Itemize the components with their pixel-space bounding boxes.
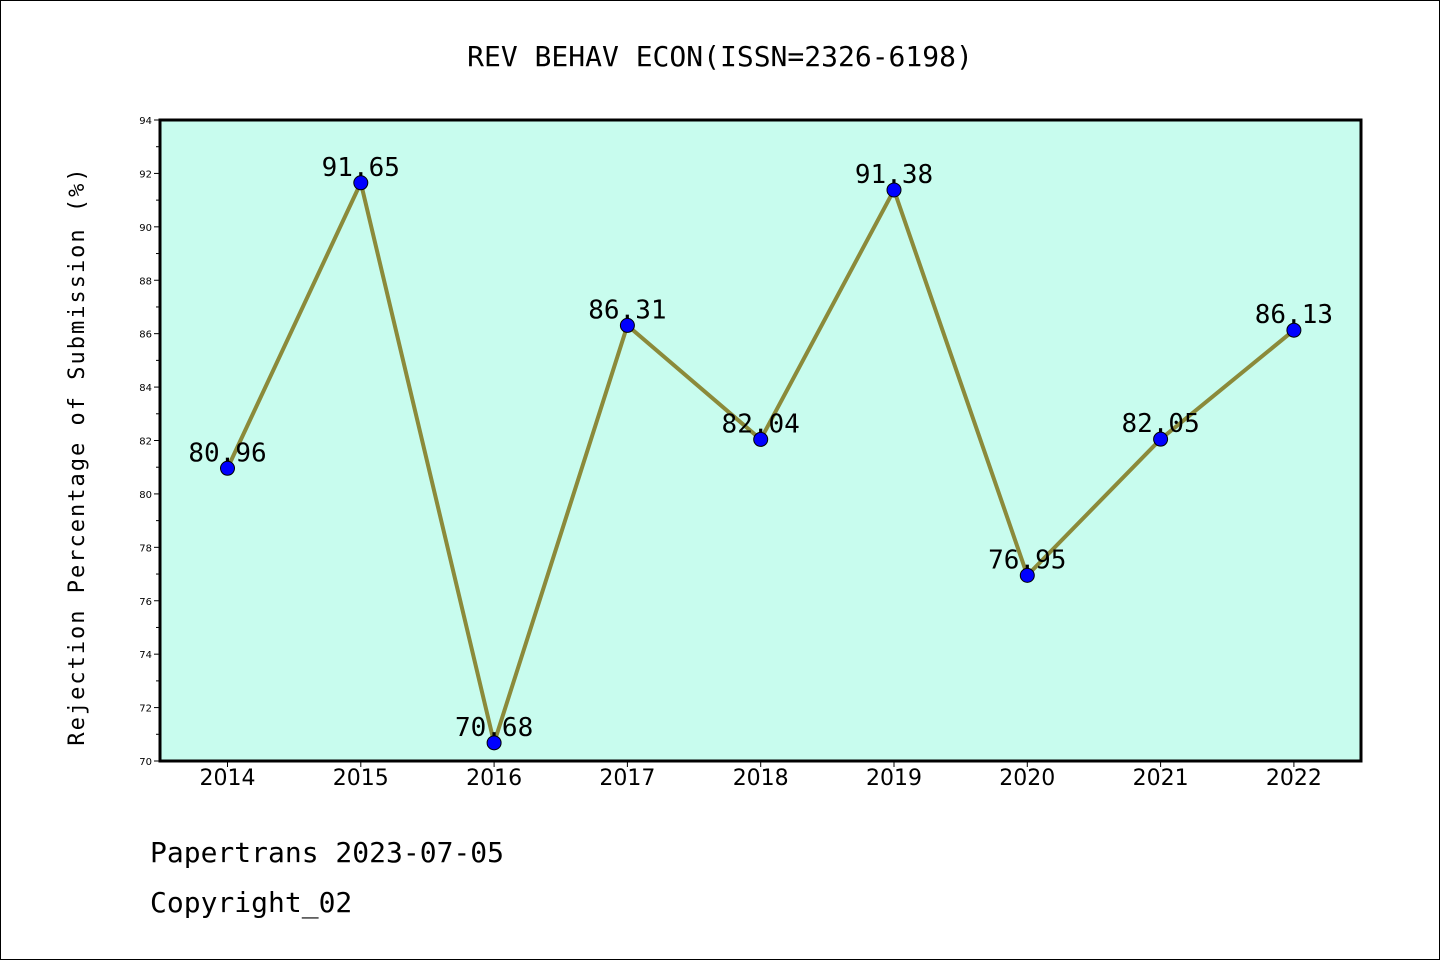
- data-label: 91.38: [855, 160, 933, 190]
- x-tick-label: 2016: [466, 766, 522, 791]
- y-tick-label: 78: [139, 543, 152, 554]
- x-tick-label: 2014: [200, 766, 256, 791]
- x-tick-label: 2015: [333, 766, 389, 791]
- y-tick-label: 76: [139, 597, 152, 608]
- point-labels-group: 80.96 91.65 70.68 86.31 82.04 91.38 76.95 82.05…: [188, 153, 1333, 743]
- y-tick-label: 92: [139, 169, 152, 180]
- y-tick-label: 70: [139, 757, 152, 768]
- data-label: 82.05: [1121, 409, 1199, 439]
- y-tick-label: 84: [139, 383, 152, 394]
- y-tick-label: 72: [139, 704, 152, 715]
- chart-title: REV BEHAV ECON(ISSN=2326-6198): [467, 40, 973, 73]
- y-tick-label: 88: [139, 276, 152, 287]
- data-point: [886, 182, 902, 198]
- data-point: [619, 317, 635, 333]
- data-point: [753, 431, 769, 447]
- data-point: [1019, 567, 1035, 583]
- series-points-group: [220, 175, 1302, 751]
- y-tick-label: 86: [139, 330, 152, 341]
- x-tick-label: 2019: [866, 766, 922, 791]
- y-tick-label: 82: [139, 437, 152, 448]
- y-tick-label: 90: [139, 223, 152, 234]
- data-point: [220, 460, 235, 476]
- data-label: 80.96: [188, 438, 266, 468]
- x-axis-ticks: 2014 2015 2016 2017 2018 2019 2020 2021 2022: [200, 761, 1322, 791]
- data-point: [1286, 322, 1302, 338]
- data-point: [1153, 431, 1169, 447]
- data-label: 76.95: [988, 545, 1066, 575]
- data-label: 86.31: [588, 295, 666, 325]
- footer-date-text: Papertrans 2023-07-05: [150, 836, 505, 869]
- data-label: 70.68: [455, 713, 533, 743]
- footer-copyright-text: Copyright_02: [150, 886, 353, 919]
- data-point: [353, 175, 369, 191]
- data-label: 86.13: [1255, 300, 1333, 330]
- data-label: 82.04: [722, 409, 800, 439]
- y-tick-label: 80: [139, 490, 152, 501]
- x-tick-label: 2022: [1266, 766, 1322, 791]
- y-tick-label: 94: [139, 116, 152, 127]
- x-tick-label: 2021: [1133, 766, 1189, 791]
- x-tick-label: 2017: [599, 766, 655, 791]
- x-tick-label: 2020: [999, 766, 1055, 791]
- data-label: 91.65: [322, 153, 400, 183]
- y-tick-label: 74: [139, 650, 152, 661]
- x-tick-label: 2018: [733, 766, 789, 791]
- y-axis-ticks: 70 72 74 76 78 80 82 84 86 88 90 92 94: [139, 116, 160, 768]
- data-point: [486, 735, 502, 751]
- y-axis-label: Rejection Percentage of Submission (%): [65, 166, 90, 745]
